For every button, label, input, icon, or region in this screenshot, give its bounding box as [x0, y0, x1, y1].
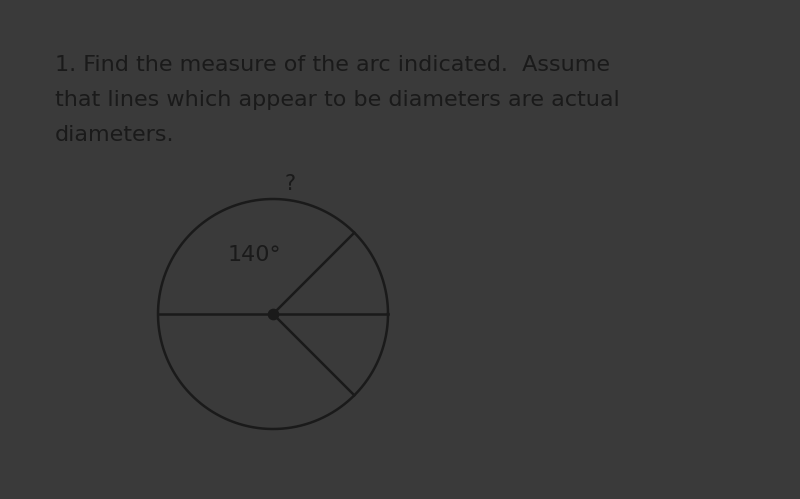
Text: 1. Find the measure of the arc indicated.  Assume: 1. Find the measure of the arc indicated… [55, 55, 610, 75]
Text: that lines which appear to be diameters are actual: that lines which appear to be diameters … [55, 90, 620, 110]
Point [266, 310, 279, 318]
Text: diameters.: diameters. [55, 125, 174, 145]
Text: ?: ? [285, 174, 296, 194]
Text: 140°: 140° [228, 245, 282, 265]
